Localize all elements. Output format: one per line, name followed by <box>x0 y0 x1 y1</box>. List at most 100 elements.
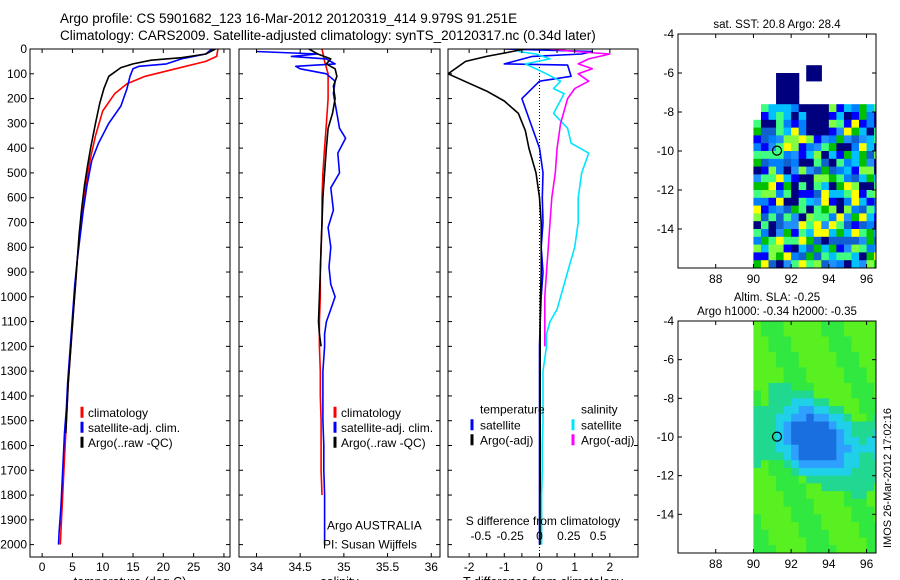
sla-cell <box>783 498 792 508</box>
sst-cell <box>783 119 792 129</box>
sla-cell <box>791 506 800 515</box>
sla-cell <box>821 351 830 361</box>
sst-cell <box>760 151 770 160</box>
sla-cell <box>791 437 800 446</box>
sst-cell <box>821 104 830 113</box>
y-tick-label: 800 <box>7 240 27 254</box>
sla-cell <box>836 460 845 469</box>
sst-cell <box>874 190 876 199</box>
sla-cell <box>836 406 845 415</box>
sla-cell <box>828 367 837 376</box>
sst-cell <box>866 252 875 261</box>
sla-cell <box>828 506 837 515</box>
sst-cell <box>753 174 762 183</box>
sst-cell <box>760 182 770 191</box>
sst-cell <box>836 252 845 261</box>
sla-cell <box>760 382 770 392</box>
legend-label: satellite <box>480 418 521 432</box>
sla-cell <box>874 390 876 399</box>
sla-cell <box>874 483 876 492</box>
sst-cell <box>783 221 792 230</box>
sla-cell <box>791 498 800 508</box>
sst-cell <box>768 158 777 168</box>
sla-cell <box>783 491 792 500</box>
sst-cell <box>791 73 800 82</box>
sla-cell <box>836 452 845 461</box>
difference-profile-panel: -2 -1 0 1 2T difference from climatology temp… <box>447 48 639 580</box>
sla-cell <box>851 413 860 423</box>
sla-cell <box>836 522 845 531</box>
sst-cell <box>768 252 777 261</box>
y-tick-label: -6 <box>663 353 674 367</box>
sla-cell <box>776 351 785 361</box>
y-tick-label: 0 <box>20 42 27 56</box>
sla-cell <box>821 328 830 338</box>
sla-cell <box>836 382 845 392</box>
sla-cell <box>768 437 777 446</box>
sst-cell <box>753 197 762 207</box>
sla-cell <box>851 437 860 446</box>
sst-cell <box>828 229 837 238</box>
sla-cell <box>776 475 785 484</box>
x-tick-label: 35 <box>337 560 351 574</box>
sla-cell <box>753 359 762 368</box>
series-line-salinity-satellite <box>518 50 590 545</box>
sst-cell <box>806 182 815 191</box>
sst-cell <box>813 143 822 152</box>
sla-cell <box>768 421 777 430</box>
sst-cell <box>859 221 868 230</box>
sla-cell <box>798 437 807 446</box>
sla-cell <box>843 467 853 477</box>
sla-map-subtitle: Argo h1000: -0.34 h2000: -0.35 <box>697 306 857 318</box>
sla-cell <box>776 359 785 368</box>
sla-cell <box>806 429 815 438</box>
sla-cell <box>866 390 875 399</box>
sst-cell <box>768 166 777 175</box>
sla-cell <box>798 498 807 508</box>
sla-cell <box>783 367 792 376</box>
sst-cell <box>783 244 792 253</box>
sla-cell <box>798 491 807 500</box>
sst-cell <box>791 221 800 230</box>
sla-cell <box>753 382 762 392</box>
sla-cell <box>753 475 762 484</box>
sla-cell <box>813 390 822 399</box>
sla-cell <box>874 328 876 338</box>
sst-cell <box>760 197 770 207</box>
sla-cell <box>836 483 845 492</box>
sst-cell <box>874 236 876 246</box>
series-line-argo-raw-qc- <box>308 49 338 347</box>
sla-cell <box>760 506 770 515</box>
sst-cell <box>813 221 822 230</box>
sla-cell <box>776 413 785 423</box>
sla-cell <box>791 545 800 553</box>
sst-cell <box>859 197 868 207</box>
sst-cell <box>851 143 860 152</box>
y-tick-label: -4 <box>663 314 674 328</box>
sla-cell <box>836 545 845 553</box>
sst-cell <box>768 205 777 214</box>
sst-cell <box>874 151 876 160</box>
sla-cell <box>866 437 875 446</box>
sla-cell <box>836 351 845 361</box>
sla-cell <box>851 475 860 484</box>
sst-cell <box>776 205 785 214</box>
sla-cell <box>851 467 860 477</box>
sla-cell <box>798 359 807 368</box>
timestamp-stamp: IMOS 26-Mar-2012 17:02:16 <box>882 408 894 548</box>
sla-cell <box>768 475 777 484</box>
sla-cell <box>843 359 853 368</box>
sst-cell <box>760 260 770 268</box>
sla-cell <box>776 406 785 415</box>
sla-cell <box>768 367 777 376</box>
legend-label: climatology <box>341 406 401 420</box>
sst-cell <box>791 213 800 222</box>
sst-cell <box>798 166 807 175</box>
sst-cell <box>874 260 876 268</box>
sla-cell <box>768 545 777 553</box>
series-line-temperature-satellite <box>503 49 594 545</box>
sla-cell <box>768 537 777 546</box>
sla-cell <box>798 375 807 384</box>
sla-cell <box>859 336 868 345</box>
sla-cell <box>776 390 785 399</box>
